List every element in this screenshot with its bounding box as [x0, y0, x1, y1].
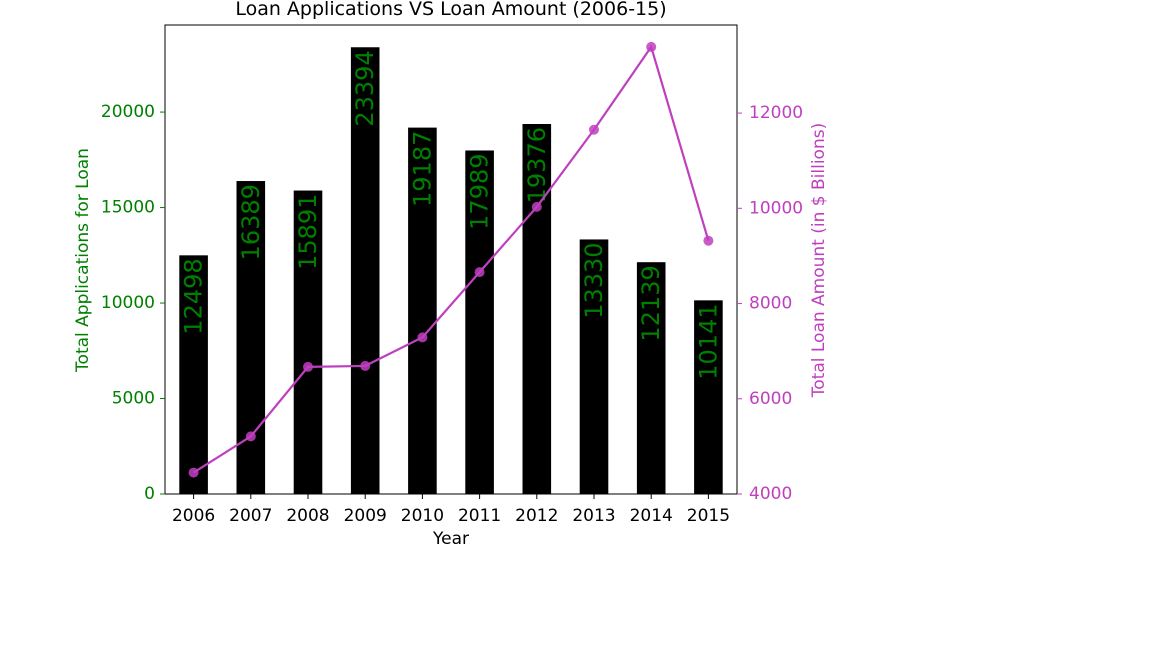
bar-label-2006: 12498 [180, 258, 208, 334]
bar-2015 [694, 300, 723, 494]
bar-label-2008: 15891 [294, 194, 322, 270]
bar-label-2011: 17989 [466, 153, 494, 229]
y-right-tick-label-12000: 12000 [749, 103, 803, 123]
bar-label-2009: 23394 [351, 50, 379, 126]
bar-2013 [579, 239, 609, 494]
x-tick-label-2006: 2006 [172, 506, 215, 526]
loan-amount-point-2010 [417, 332, 428, 343]
bar-label-2014: 12139 [637, 265, 665, 341]
plot-frame [164, 24, 738, 495]
bar-label-2013: 13330 [580, 242, 608, 318]
bar-2010 [408, 127, 437, 494]
y-left-tick-label-0: 0 [144, 484, 155, 504]
x-tick-label-2012: 2012 [515, 506, 558, 526]
loan-amount-point-2008 [303, 361, 313, 372]
bar-2012 [522, 123, 552, 494]
y-left-tick-label-10000: 10000 [101, 293, 155, 313]
y-axis-right: 4000 6000 8000 10000 12000 [737, 103, 803, 504]
y-right-tick-label-8000: 8000 [749, 294, 792, 314]
bar-2009 [350, 47, 380, 494]
y-axis-right-label: Total Loan Amount (in $ Billions) [809, 123, 829, 398]
y-axis-left: 0 5000 10000 15000 20000 [101, 102, 165, 504]
x-axis-label: Year [432, 529, 469, 549]
loan-amount-point-2006 [188, 467, 199, 478]
y-right-tick-label-6000: 6000 [749, 389, 792, 409]
x-tick-label-2014: 2014 [630, 506, 673, 526]
x-tick-label-2011: 2011 [458, 506, 501, 526]
chart-title: Loan Applications VS Loan Amount (2006-1… [235, 0, 666, 20]
x-tick-label-2013: 2013 [572, 506, 615, 526]
loan-amount-point-2012 [531, 201, 542, 212]
bar-label-2015: 10141 [694, 303, 722, 379]
x-axis: 2006 2007 2008 2009 2010 2011 2012 2013 2014 2015 [172, 494, 730, 526]
y-left-tick-label-20000: 20000 [101, 102, 155, 122]
y-left-tick-label-5000: 5000 [112, 389, 155, 409]
y-left-tick-label-15000: 15000 [101, 198, 155, 218]
x-tick-label-2008: 2008 [286, 506, 329, 526]
x-tick-label-2009: 2009 [344, 506, 387, 526]
loan-amount-point-2015 [703, 235, 714, 246]
loan-amount-point-2013 [589, 124, 599, 135]
bar-2008 [293, 190, 323, 495]
bar-labels-layer: 12498 16389 15891 23394 19187 17989 19376 13330… [180, 50, 723, 379]
x-tick-label-2007: 2007 [229, 506, 272, 526]
bars-layer [179, 47, 723, 495]
loan-amount-point-2009 [360, 360, 371, 371]
loan-amount-point-2011 [474, 267, 485, 278]
bar-2006 [179, 255, 208, 494]
bar-2011 [465, 150, 494, 494]
y-right-tick-label-10000: 10000 [749, 198, 803, 218]
bar-label-2010: 19187 [408, 131, 436, 207]
x-tick-label-2015: 2015 [687, 506, 730, 526]
loan-amount-point-2014 [646, 41, 657, 52]
loan-amount-line [193, 44, 710, 474]
loan-amount-point-2007 [245, 431, 256, 442]
y-right-tick-label-4000: 4000 [749, 484, 792, 504]
y-axis-left-label: Total Applications for Loan [73, 148, 93, 373]
line-layer [188, 41, 714, 478]
x-tick-label-2010: 2010 [401, 506, 444, 526]
bar-2014 [636, 262, 666, 494]
bar-label-2007: 16389 [237, 184, 265, 260]
bar-label-2012: 19376 [523, 127, 551, 203]
